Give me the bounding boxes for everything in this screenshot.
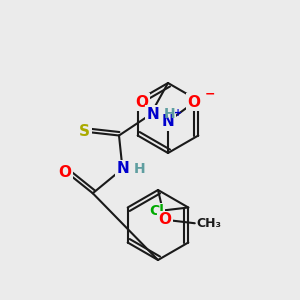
Text: O: O bbox=[158, 212, 172, 227]
Text: N: N bbox=[146, 107, 159, 122]
Text: −: − bbox=[204, 87, 215, 100]
Text: O: O bbox=[188, 95, 201, 110]
Text: N: N bbox=[116, 161, 129, 176]
Text: N: N bbox=[162, 114, 174, 129]
Text: +: + bbox=[174, 109, 182, 118]
Text: O: O bbox=[135, 95, 148, 110]
Text: O: O bbox=[58, 165, 71, 180]
Text: H: H bbox=[164, 107, 175, 122]
Text: CH₃: CH₃ bbox=[197, 217, 222, 230]
Text: H: H bbox=[134, 162, 145, 176]
Text: Cl: Cl bbox=[149, 204, 164, 218]
Text: S: S bbox=[79, 124, 90, 140]
